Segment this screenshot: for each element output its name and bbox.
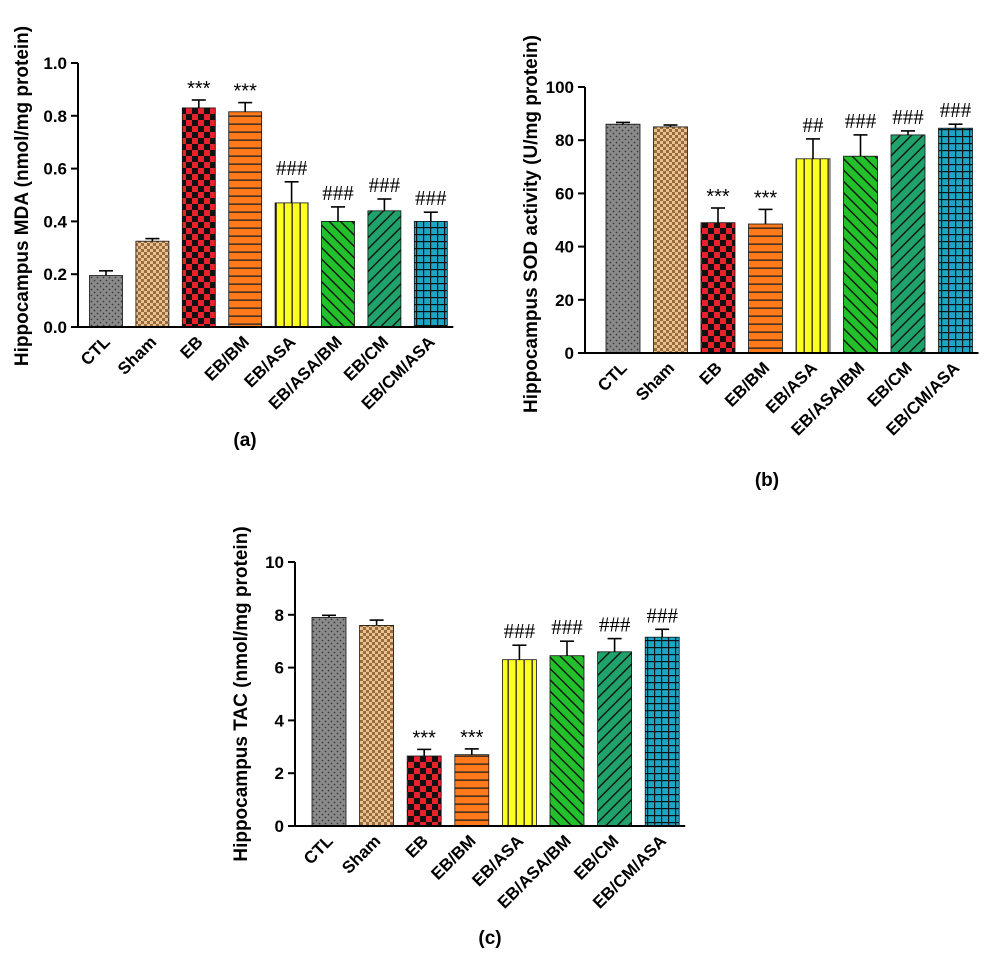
x-tick-label: CTL: [77, 332, 114, 369]
y-tick-label: 10: [265, 553, 284, 572]
y-axis-title-b: Hippocampus SOD activity (U/mg protein): [521, 35, 542, 413]
significance-label: ***: [413, 727, 437, 749]
bar-sham: [359, 625, 395, 827]
significance-label: ###: [845, 109, 877, 133]
y-tick-label: 0.8: [43, 107, 67, 126]
y-tick-label: 6: [275, 659, 284, 678]
x-tick-label: CTL: [300, 831, 337, 868]
x-tick-label: Sham: [338, 831, 384, 877]
significance-label: ###: [551, 615, 583, 639]
bar-eb-asa-bm: [321, 220, 355, 328]
bar-eb: [181, 107, 216, 328]
significance-label: ###: [415, 186, 447, 210]
bar-eb-bm: [454, 754, 490, 827]
bar-eb-cm-asa: [644, 636, 680, 827]
bar-eb: [700, 222, 736, 354]
x-tick-label: EB: [176, 332, 206, 362]
bar-ctl: [89, 275, 123, 328]
y-tick-label: 0.6: [43, 160, 67, 179]
bar-eb-bm: [228, 111, 263, 328]
significance-label: ##: [803, 113, 825, 137]
bar-eb-cm: [367, 210, 402, 328]
significance-label: ###: [599, 613, 631, 637]
y-tick-label: 4: [275, 711, 285, 730]
y-tick-label: 80: [555, 131, 574, 150]
significance-label: ###: [322, 181, 354, 205]
y-tick-label: 1.0: [43, 54, 67, 73]
bar-eb-cm-asa: [413, 220, 448, 328]
y-axis-title-a: Hippocampus MDA (nmol/mg protein): [12, 26, 33, 366]
y-tick-label: 0.0: [43, 318, 67, 337]
y-tick-label: 20: [555, 291, 574, 310]
chart-panel-c: Hippocampus TAC (nmol/mg protein) (c) CT…: [231, 526, 686, 949]
significance-label: ###: [940, 98, 972, 122]
significance-label: ***: [234, 81, 258, 103]
bar-eb-asa: [795, 158, 831, 354]
y-tick-label: 40: [555, 238, 574, 257]
significance-label: ###: [369, 173, 401, 197]
y-tick-label: 2: [275, 764, 284, 783]
y-tick-label: 0.4: [43, 212, 67, 231]
panel-label-c: (c): [478, 928, 501, 949]
x-tick-label: CTL: [594, 358, 631, 395]
panel-label-b: (b): [755, 470, 779, 491]
y-tick-label: 60: [555, 184, 574, 203]
y-tick-label: 0: [565, 344, 574, 363]
x-tick-label: Sham: [114, 332, 160, 378]
bar-eb-cm: [890, 134, 926, 354]
y-axis-title-c: Hippocampus TAC (nmol/mg protein): [231, 526, 252, 861]
bar-eb: [406, 755, 442, 827]
bar-eb-asa-bm: [549, 655, 585, 827]
x-tick-label: EB: [696, 358, 726, 388]
y-tick-label: 100: [546, 78, 574, 97]
bar-eb-asa-bm: [843, 155, 878, 354]
chart-panel-b: Hippocampus SOD activity (U/mg protein) …: [521, 35, 979, 491]
bar-sham: [135, 240, 170, 328]
x-tick-label: EB: [402, 831, 432, 861]
y-tick-label: 0.2: [43, 265, 67, 284]
significance-label: ###: [892, 105, 924, 129]
y-tick-label: 0: [275, 817, 284, 836]
bar-ctl: [311, 617, 347, 827]
significance-label: ###: [504, 619, 536, 643]
significance-label: ***: [187, 78, 211, 100]
bar-eb-bm: [748, 223, 783, 354]
panel-label-a: (a): [233, 430, 256, 451]
significance-label: ***: [754, 187, 778, 209]
y-tick-label: 8: [275, 606, 284, 625]
significance-label: ***: [460, 727, 484, 749]
bar-eb-asa: [274, 202, 309, 328]
bar-eb-cm: [597, 651, 632, 827]
significance-label: ***: [706, 186, 730, 208]
significance-label: ###: [646, 603, 678, 627]
chart-panel-a: Hippocampus MDA (nmol/mg protein) (a) CT…: [12, 26, 454, 451]
significance-label: ###: [276, 156, 308, 180]
bar-ctl: [605, 123, 641, 354]
bar-sham: [653, 126, 688, 354]
bar-eb-asa: [501, 659, 537, 827]
bar-eb-cm-asa: [938, 127, 973, 354]
x-tick-label: Sham: [632, 358, 678, 404]
